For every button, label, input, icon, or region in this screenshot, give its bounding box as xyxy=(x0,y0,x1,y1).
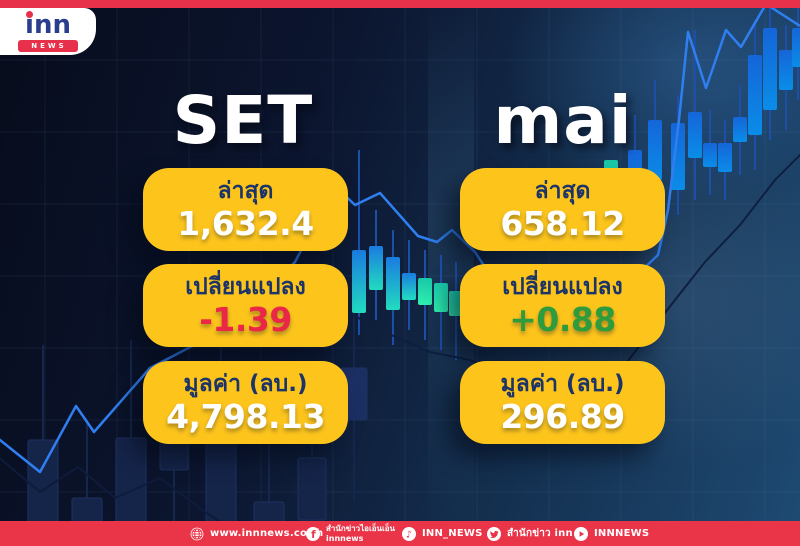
dark-candles xyxy=(27,300,368,546)
footer-label: INN_NEWS xyxy=(422,528,483,539)
svg-text:f: f xyxy=(311,529,316,541)
footer-label-two-line: สำนักข่าวไอเอ็นเอ็น innnews xyxy=(326,524,395,543)
footer-facebook[interactable]: f สำนักข่าวไอเอ็นเอ็น innnews xyxy=(306,521,395,546)
svg-text:♪: ♪ xyxy=(406,529,412,540)
top-accent-strip xyxy=(0,0,800,8)
logo-wordmark: inn xyxy=(25,10,71,38)
footer-website[interactable]: www.innnews.co.th xyxy=(190,521,323,546)
twitter-icon xyxy=(487,526,501,541)
globe-icon xyxy=(190,527,204,541)
bright-trend-line xyxy=(0,2,800,474)
footer-bar: www.innnews.co.th f สำนักข่าวไอเอ็นเอ็น … xyxy=(0,521,800,546)
set-change-card: เปลี่ยนแปลง -1.39 xyxy=(143,264,348,347)
logo-red-dot-icon xyxy=(26,10,34,18)
card-label: ล่าสุด xyxy=(217,177,274,204)
logo-news-badge: NEWS xyxy=(18,39,78,52)
card-value-negative: -1.39 xyxy=(199,299,292,339)
right-candles xyxy=(628,5,800,250)
footer-label: www.innnews.co.th xyxy=(210,528,324,539)
card-value: 658.12 xyxy=(500,203,625,243)
card-value: 4,798.13 xyxy=(166,396,325,436)
footer-tiktok[interactable]: ♪ INN_NEWS xyxy=(402,521,483,546)
inn-news-logo[interactable]: inn NEWS xyxy=(0,8,96,55)
mai-last-card: ล่าสุด 658.12 xyxy=(460,168,665,251)
card-label: ล่าสุด xyxy=(534,177,591,204)
set-last-card: ล่าสุด 1,632.4 xyxy=(143,168,348,251)
tiktok-icon: ♪ xyxy=(402,526,416,541)
mai-value-card: มูลค่า (ลบ.) 296.89 xyxy=(460,361,665,444)
card-label: เปลี่ยนแปลง xyxy=(502,273,623,300)
mai-index-title: mai xyxy=(493,82,633,159)
mai-change-card: เปลี่ยนแปลง +0.88 xyxy=(460,264,665,347)
card-value-positive: +0.88 xyxy=(509,299,616,339)
footer-label-line2: innnews xyxy=(326,533,364,543)
card-label: มูลค่า (ลบ.) xyxy=(183,370,308,397)
card-value: 1,632.4 xyxy=(177,203,314,243)
footer-twitter[interactable]: สำนักข่าว inn xyxy=(487,521,573,546)
card-label: มูลค่า (ลบ.) xyxy=(500,370,625,397)
set-value-card: มูลค่า (ลบ.) 4,798.13 xyxy=(143,361,348,444)
footer-label: INNNEWS xyxy=(594,528,650,539)
facebook-icon: f xyxy=(306,526,320,541)
youtube-icon xyxy=(574,526,588,541)
set-index-title: SET xyxy=(172,82,314,159)
footer-label-line1: สำนักข่าวไอเอ็นเอ็น xyxy=(326,524,395,533)
footer-youtube[interactable]: INNNEWS xyxy=(574,521,649,546)
dark-trend-line-left xyxy=(0,457,268,546)
card-label: เปลี่ยนแปลง xyxy=(185,273,306,300)
footer-label: สำนักข่าว inn xyxy=(507,528,573,539)
card-value: 296.89 xyxy=(500,396,625,436)
